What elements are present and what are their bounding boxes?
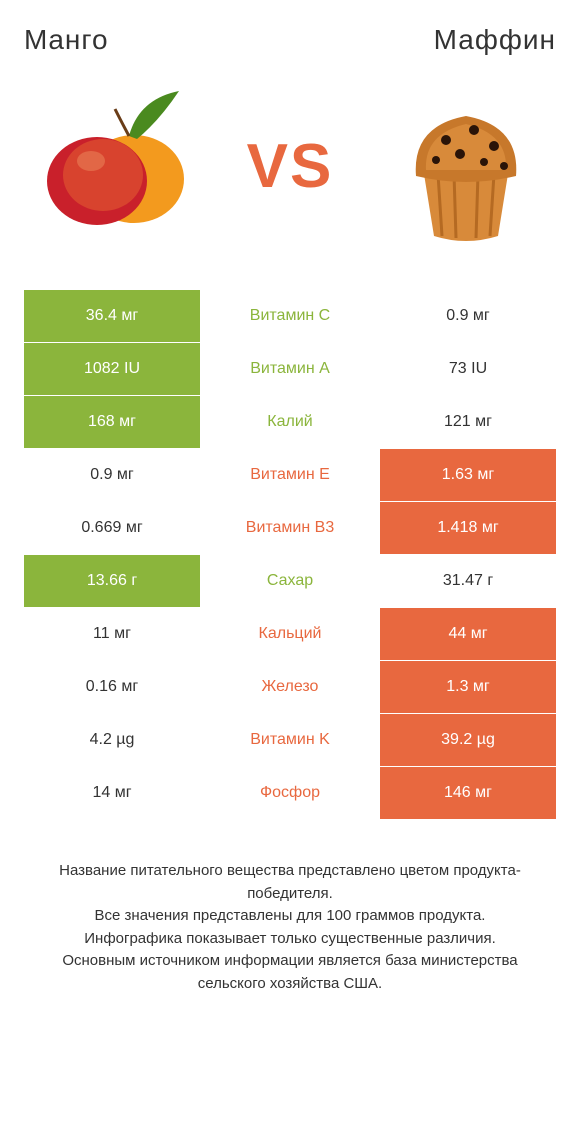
right-value: 146 мг [380, 767, 556, 819]
nutrient-label: Витамин E [200, 449, 380, 501]
table-row: 0.669 мгВитамин B31.418 мг [24, 502, 556, 555]
footnote: Название питательного вещества представл… [24, 860, 556, 1015]
left-value: 11 мг [24, 608, 200, 660]
right-value: 1.63 мг [380, 449, 556, 501]
table-row: 36.4 мгВитамин C0.9 мг [24, 290, 556, 343]
left-title: Mанго [24, 24, 109, 56]
left-value: 0.9 мг [24, 449, 200, 501]
table-row: 168 мгКалий121 мг [24, 396, 556, 449]
left-value: 14 мг [24, 767, 200, 819]
right-value: 39.2 µg [380, 714, 556, 766]
nutrient-label: Фосфор [200, 767, 380, 819]
table-row: 14 мгФосфор146 мг [24, 767, 556, 820]
nutrient-label: Витамин C [200, 290, 380, 342]
right-title: Маффин [434, 24, 556, 56]
left-value: 4.2 µg [24, 714, 200, 766]
right-value: 121 мг [380, 396, 556, 448]
nutrient-label: Железо [200, 661, 380, 713]
vs-label: VS [247, 131, 334, 202]
nutrient-label: Витамин B3 [200, 502, 380, 554]
table-row: 13.66 гСахар31.47 г [24, 555, 556, 608]
table-row: 0.9 мгВитамин E1.63 мг [24, 449, 556, 502]
header: Mанго Маффин [24, 24, 556, 56]
right-value: 0.9 мг [380, 290, 556, 342]
nutrient-label: Кальций [200, 608, 380, 660]
right-value: 1.418 мг [380, 502, 556, 554]
nutrient-label: Витамин A [200, 343, 380, 395]
right-value: 73 IU [380, 343, 556, 395]
left-value: 0.669 мг [24, 502, 200, 554]
hero: VS [24, 66, 556, 266]
mango-icon [24, 76, 204, 256]
left-value: 36.4 мг [24, 290, 200, 342]
right-value: 1.3 мг [380, 661, 556, 713]
nutrient-label: Калий [200, 396, 380, 448]
left-value: 1082 IU [24, 343, 200, 395]
table-row: 0.16 мгЖелезо1.3 мг [24, 661, 556, 714]
table-row: 4.2 µgВитамин K39.2 µg [24, 714, 556, 767]
table-row: 1082 IUВитамин A73 IU [24, 343, 556, 396]
nutrient-label: Сахар [200, 555, 380, 607]
comparison-table: 36.4 мгВитамин C0.9 мг1082 IUВитамин A73… [24, 290, 556, 820]
nutrient-label: Витамин K [200, 714, 380, 766]
muffin-icon [376, 76, 556, 256]
table-row: 11 мгКальций44 мг [24, 608, 556, 661]
right-value: 44 мг [380, 608, 556, 660]
right-value: 31.47 г [380, 555, 556, 607]
left-value: 168 мг [24, 396, 200, 448]
left-value: 13.66 г [24, 555, 200, 607]
left-value: 0.16 мг [24, 661, 200, 713]
